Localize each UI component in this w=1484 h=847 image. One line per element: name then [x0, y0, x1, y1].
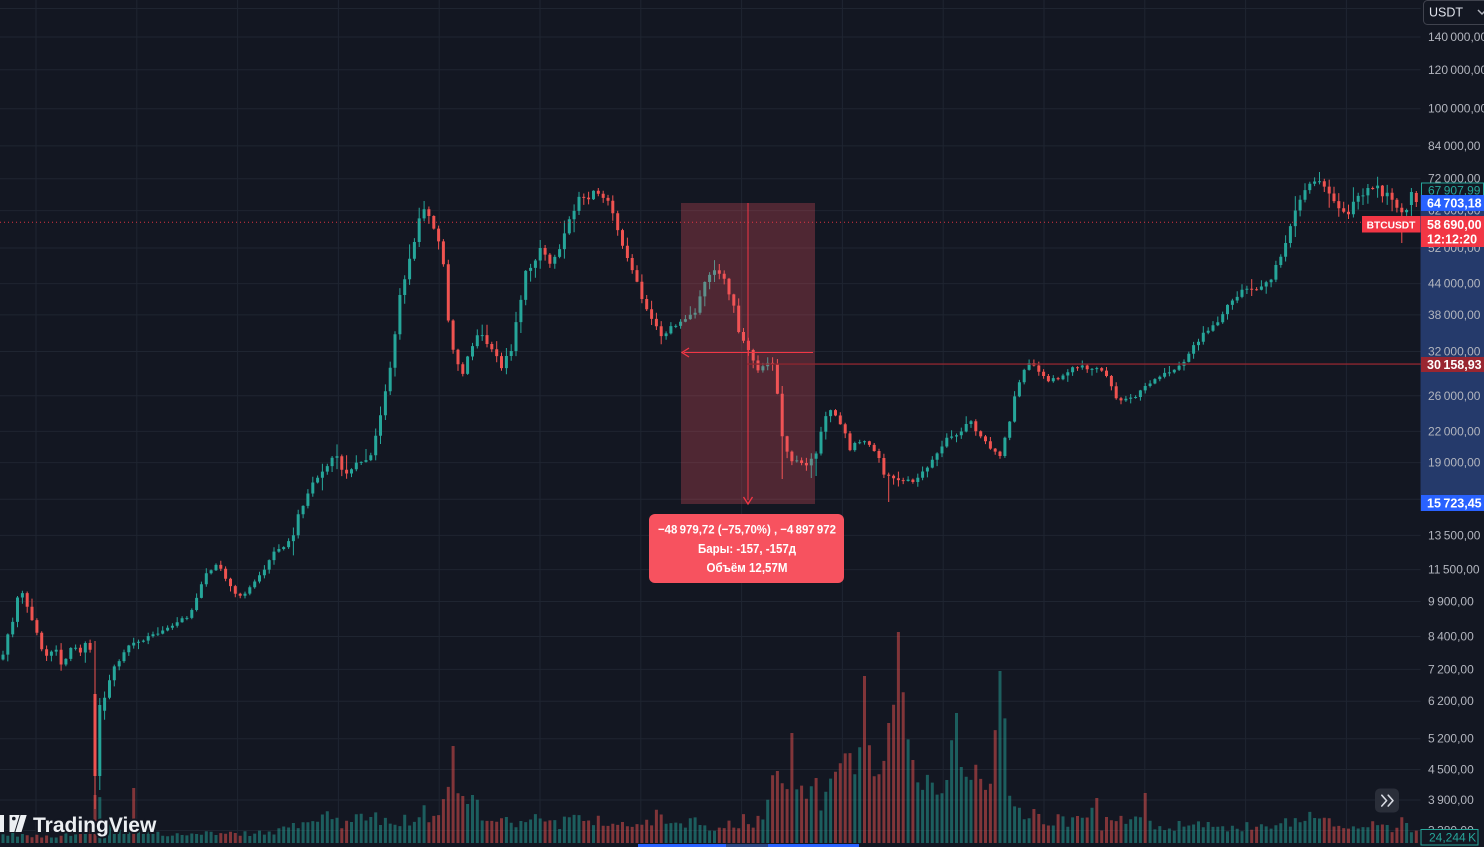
- svg-text:15 723,45: 15 723,45: [1427, 497, 1482, 511]
- svg-text:TradingView: TradingView: [33, 814, 157, 837]
- svg-text:USDT: USDT: [1429, 6, 1463, 20]
- svg-text:6 200,00: 6 200,00: [1428, 694, 1474, 708]
- svg-text:8 400,00: 8 400,00: [1428, 630, 1474, 644]
- svg-text:9 900,00: 9 900,00: [1428, 595, 1474, 609]
- svg-text:72 000,00: 72 000,00: [1428, 172, 1481, 186]
- svg-text:84 000,00: 84 000,00: [1428, 139, 1481, 153]
- svg-text:BTCUSDT: BTCUSDT: [1367, 221, 1416, 232]
- svg-text:19 000,00: 19 000,00: [1428, 456, 1481, 470]
- svg-text:38 000,00: 38 000,00: [1428, 308, 1481, 322]
- svg-text:64 703,18: 64 703,18: [1427, 197, 1482, 211]
- svg-text:32 000,00: 32 000,00: [1428, 345, 1481, 359]
- svg-text:11 500,00: 11 500,00: [1428, 563, 1480, 577]
- svg-text:3 900,00: 3 900,00: [1428, 793, 1474, 807]
- svg-text:Бары: -157, -157д: Бары: -157, -157д: [698, 542, 796, 556]
- svg-text:5 200,00: 5 200,00: [1428, 732, 1474, 746]
- svg-text:120 000,00: 120 000,00: [1428, 63, 1484, 77]
- svg-text:44 000,00: 44 000,00: [1428, 277, 1481, 291]
- svg-text:22 000,00: 22 000,00: [1428, 424, 1481, 438]
- svg-text:26 000,00: 26 000,00: [1428, 389, 1481, 403]
- svg-text:12:12:20: 12:12:20: [1427, 233, 1477, 247]
- svg-text:67 907,99: 67 907,99: [1428, 184, 1481, 198]
- svg-text:7 200,00: 7 200,00: [1428, 662, 1474, 676]
- svg-text:100 000,00: 100 000,00: [1428, 102, 1484, 116]
- svg-text:−48 979,72 (−75,70%) , −4 897: −48 979,72 (−75,70%) , −4 897 972: [658, 523, 836, 537]
- svg-text:4 500,00: 4 500,00: [1428, 763, 1474, 777]
- svg-text:140 000,00: 140 000,00: [1428, 30, 1484, 44]
- svg-text:24,244 K: 24,244 K: [1429, 831, 1476, 845]
- svg-text:Объём 12,57M: Объём 12,57M: [707, 561, 788, 575]
- svg-text:13 500,00: 13 500,00: [1428, 528, 1481, 542]
- svg-text:58 690,00: 58 690,00: [1427, 218, 1482, 232]
- svg-text:30 158,93: 30 158,93: [1427, 358, 1482, 372]
